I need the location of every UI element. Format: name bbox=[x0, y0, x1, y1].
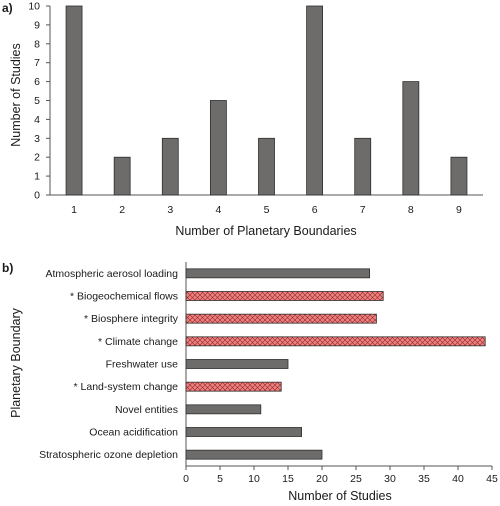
panel-b-bar bbox=[185, 449, 323, 460]
panel-b-x-tick-label: 25 bbox=[350, 473, 362, 485]
panel-b: b) Planetary Boundary Number of Studies … bbox=[2, 261, 498, 503]
panel-a-y-tick-label: 10 bbox=[28, 1, 40, 13]
panel-b-category-label: * Biosphere integrity bbox=[84, 313, 179, 325]
panel-b-x-tick-label: 35 bbox=[418, 473, 430, 485]
panel-b-x-tick-label: 0 bbox=[183, 473, 189, 485]
panel-b-x-tick-label: 30 bbox=[384, 473, 396, 485]
panel-a-bar bbox=[306, 5, 324, 196]
panel-b-bar bbox=[185, 427, 302, 437]
panel-a-y-tick-label: 9 bbox=[34, 19, 40, 31]
panel-a-bar bbox=[354, 137, 372, 196]
panel-a-bar bbox=[209, 100, 227, 196]
panel-b-x-axis-title: Number of Studies bbox=[288, 489, 392, 503]
panel-b-category-label: Freshwater use bbox=[106, 359, 179, 371]
panel-b-bar-highlighted bbox=[185, 313, 377, 324]
panel-b-bar-highlighted bbox=[185, 336, 486, 347]
panel-b-x-tick-label: 45 bbox=[486, 473, 498, 485]
panel-b-y-axis-title: Planetary Boundary bbox=[9, 307, 23, 418]
panel-a-y-tick-label: 1 bbox=[34, 171, 40, 183]
panel-a-x-tick-label: 3 bbox=[167, 204, 173, 216]
panel-b-bars bbox=[185, 268, 486, 460]
panel-b-bar-highlighted bbox=[185, 381, 282, 392]
panel-a-y-tick-label: 6 bbox=[34, 76, 40, 88]
panel-b-category-label: * Biogeochemical flows bbox=[70, 291, 178, 303]
panel-b-label: b) bbox=[2, 261, 13, 275]
panel-b-x-tick-label: 5 bbox=[217, 473, 223, 485]
panel-b-category-labels: Atmospheric aerosol loading * Biogeochemi… bbox=[39, 268, 179, 461]
panel-a-y-tick-label: 7 bbox=[34, 57, 40, 69]
panel-a-y-tick-label: 3 bbox=[34, 133, 40, 145]
panel-a-x-ticks: 1 2 3 4 5 6 7 8 9 bbox=[71, 204, 462, 216]
panel-b-x-ticks: 0 5 10 15 20 25 30 35 40 45 bbox=[183, 466, 498, 485]
panel-a-bar bbox=[258, 137, 275, 196]
panel-a-y-tick-label: 0 bbox=[34, 190, 40, 202]
panel-b-x-tick-label: 15 bbox=[282, 473, 294, 485]
panel-b-x-tick-label: 20 bbox=[316, 473, 328, 485]
panel-a-x-tick-label: 8 bbox=[408, 204, 414, 216]
panel-a-bar bbox=[161, 137, 179, 196]
panel-a-y-tick-label: 5 bbox=[34, 95, 40, 107]
panel-b-category-label: * Land-system change bbox=[74, 381, 179, 393]
panel-a-x-axis-title: Number of Planetary Boundaries bbox=[175, 224, 356, 238]
panel-a-bars bbox=[65, 5, 468, 196]
panel-a-y-tick-label: 4 bbox=[34, 114, 40, 126]
panel-b-category-label: Atmospheric aerosol loading bbox=[46, 268, 179, 280]
panel-b-category-label: Stratospheric ozone depletion bbox=[39, 449, 178, 461]
panel-b-category-label: * Climate change bbox=[98, 336, 178, 348]
panel-b-category-label: Ocean acidification bbox=[89, 427, 178, 439]
panel-a-y-ticks: 0 1 2 3 4 5 6 7 8 9 10 bbox=[28, 1, 50, 202]
panel-a-y-tick-label: 2 bbox=[34, 152, 40, 164]
panel-a-x-tick-label: 9 bbox=[456, 204, 462, 216]
panel-a-bar bbox=[402, 81, 420, 196]
panel-a-bar bbox=[113, 156, 131, 196]
panel-b-bar bbox=[185, 268, 371, 279]
panel-a: a) Number of Studies Number of Planetary… bbox=[2, 1, 483, 238]
panel-b-bar-highlighted bbox=[185, 291, 384, 301]
panel-a-x-tick-label: 6 bbox=[312, 204, 318, 216]
panel-b-x-tick-label: 10 bbox=[248, 473, 260, 485]
panel-a-x-tick-label: 7 bbox=[360, 204, 366, 216]
panel-a-label: a) bbox=[2, 1, 13, 15]
panel-a-bar bbox=[65, 5, 83, 196]
panel-a-y-tick-label: 8 bbox=[34, 38, 40, 50]
panel-a-x-tick-label: 1 bbox=[71, 204, 77, 216]
panel-b-x-tick-label: 40 bbox=[452, 473, 464, 485]
panel-a-bar bbox=[450, 156, 468, 196]
panel-b-category-label: Novel entities bbox=[115, 404, 178, 416]
panel-b-bar bbox=[185, 359, 289, 369]
panel-a-x-tick-label: 4 bbox=[215, 204, 221, 216]
panel-a-x-tick-label: 5 bbox=[264, 204, 270, 216]
panel-a-x-tick-label: 2 bbox=[119, 204, 125, 216]
panel-a-y-axis-title: Number of Studies bbox=[9, 43, 23, 147]
panel-b-bar bbox=[185, 404, 262, 415]
